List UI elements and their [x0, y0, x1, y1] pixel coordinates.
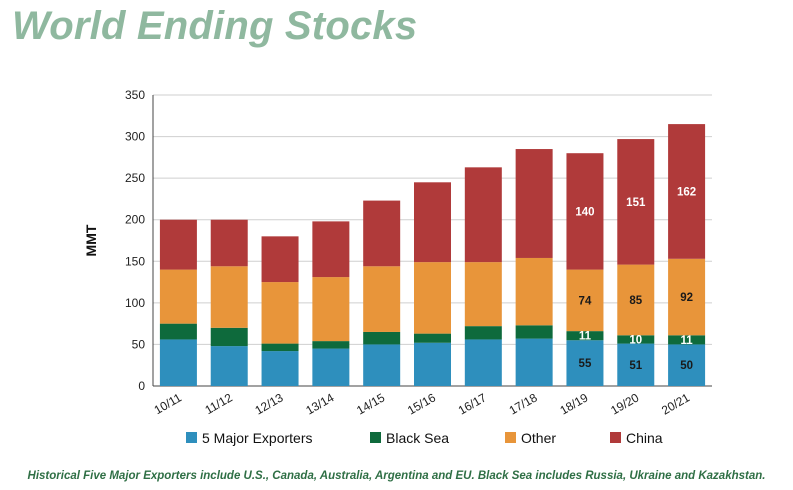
y-tick-label: 0 — [138, 379, 145, 393]
bar-segment — [363, 331, 401, 345]
bar-segment — [363, 344, 401, 386]
y-tick-label: 150 — [125, 254, 145, 268]
bar-segment — [515, 325, 553, 339]
data-label: 92 — [680, 292, 693, 304]
y-axis-label: MMT — [83, 224, 99, 256]
bar-segment — [312, 277, 350, 342]
x-tick-label: 16/17 — [456, 390, 489, 417]
data-labels: 55 11 74 140 51 10 85 151 50 11 92 162 — [575, 186, 696, 372]
bar-segment — [566, 340, 604, 386]
x-tick-label: 11/12 — [202, 390, 235, 417]
data-label: 11 — [579, 331, 592, 343]
x-tick-label: 19/20 — [608, 390, 641, 417]
stacked-bar-chart: 0 50 100 150 200 250 300 350 55 11 74 140 51 10 85 151… — [83, 88, 712, 446]
y-tick-label: 200 — [125, 213, 145, 227]
bar-segment — [617, 343, 655, 386]
bar-segment — [414, 342, 451, 386]
y-tick-label: 100 — [125, 296, 145, 310]
bar-segment — [668, 124, 706, 259]
bar-segment — [515, 338, 553, 386]
bar-segment — [566, 269, 604, 332]
x-tick-label: 12/13 — [253, 390, 286, 417]
bar-segment — [210, 346, 248, 386]
legend-label: Black Sea — [386, 430, 449, 446]
bar-segment — [363, 200, 401, 267]
y-tick-label: 300 — [125, 130, 145, 144]
legend-label: Other — [521, 430, 556, 446]
legend-swatch — [370, 432, 381, 443]
x-tick-label: 20/21 — [659, 390, 692, 417]
bar-segment — [617, 264, 655, 336]
x-tick-label: 18/19 — [557, 390, 590, 417]
bar-segment — [668, 258, 706, 336]
bar-segment — [566, 153, 604, 270]
bar-segment — [210, 266, 248, 328]
footnote: Historical Five Major Exporters include … — [27, 470, 766, 482]
bar-segment — [617, 335, 655, 344]
y-tick-label: 250 — [125, 171, 145, 185]
legend-swatch — [505, 432, 516, 443]
bar-segment — [464, 326, 502, 340]
data-label: 140 — [575, 206, 594, 218]
data-label: 74 — [579, 295, 592, 307]
bar-segment — [210, 219, 248, 267]
bar-segment — [363, 266, 401, 332]
y-tick-label: 350 — [125, 88, 145, 102]
page-title: World Ending Stocks — [12, 4, 418, 48]
y-tick-label: 50 — [132, 337, 146, 351]
legend-label: 5 Major Exporters — [202, 430, 312, 446]
bar-segment — [464, 339, 502, 386]
bar-segment — [464, 262, 502, 327]
bar-segment — [464, 167, 502, 263]
bar-segment — [668, 344, 706, 386]
bar-segment — [159, 269, 197, 324]
x-tick-label: 13/14 — [303, 390, 336, 417]
data-label: 85 — [629, 295, 642, 307]
bar-segment — [414, 182, 451, 263]
bar-segment — [668, 335, 706, 345]
x-tick-label: 14/15 — [354, 390, 387, 417]
x-tick-label: 15/16 — [405, 390, 438, 417]
bar-segment — [414, 262, 451, 334]
bar-segment — [261, 351, 299, 386]
bar-segment — [261, 236, 299, 283]
bar-segment — [312, 221, 350, 278]
legend: 5 Major Exporters Black Sea Other China — [186, 430, 663, 446]
x-axis: 10/11 11/12 12/13 13/14 14/15 15/16 16/17 17/18… — [152, 390, 693, 417]
bar-segment — [210, 327, 248, 347]
data-label: 162 — [677, 186, 696, 198]
bar-segment — [159, 323, 197, 340]
x-tick-label: 10/11 — [152, 390, 185, 417]
legend-swatch — [610, 432, 621, 443]
y-axis: 0 50 100 150 200 250 300 350 — [125, 88, 154, 393]
bar-segment — [261, 282, 299, 344]
bar-segment — [159, 339, 197, 386]
data-label: 50 — [680, 360, 693, 372]
x-tick-label: 17/18 — [507, 390, 540, 417]
data-label: 10 — [629, 334, 642, 346]
bar-segment — [617, 139, 655, 265]
bar-segment — [312, 341, 350, 349]
legend-swatch — [186, 432, 197, 443]
bars — [159, 124, 706, 386]
bar-segment — [515, 257, 553, 326]
bar-segment — [159, 219, 197, 270]
data-label: 151 — [626, 197, 646, 209]
bar-segment — [515, 149, 553, 258]
data-label: 11 — [681, 335, 694, 347]
data-label: 51 — [629, 360, 642, 372]
data-label: 55 — [579, 358, 592, 370]
legend-label: China — [626, 430, 663, 446]
bar-segment — [566, 331, 604, 341]
bar-segment — [312, 348, 350, 386]
bar-segment — [414, 333, 451, 343]
bar-segment — [261, 343, 299, 352]
